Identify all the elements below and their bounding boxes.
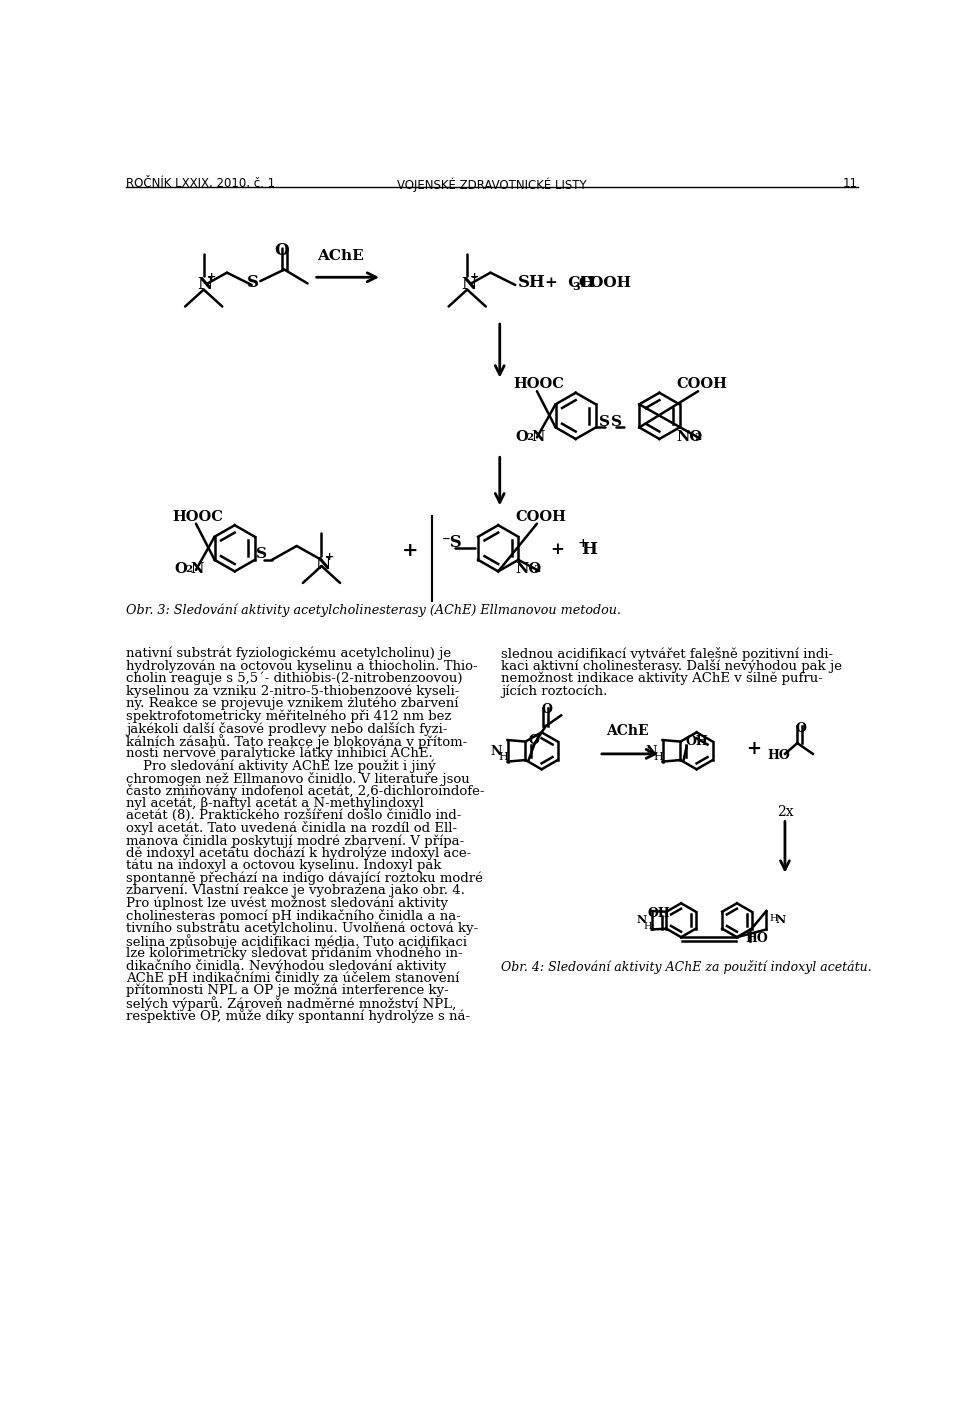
Text: respektive OP, může díky spontanní hydrolýze s ná-: respektive OP, může díky spontanní hydro… <box>126 1009 470 1023</box>
Text: nemožnost indikace aktivity AChE v silně pufru-: nemožnost indikace aktivity AChE v silně… <box>501 671 823 685</box>
Text: O: O <box>541 703 553 717</box>
Text: ROČNÍK LXXIX, 2010, č. 1: ROČNÍK LXXIX, 2010, č. 1 <box>126 177 276 190</box>
Text: lze kolorimetricky sledovat přidáním vhodného in-: lze kolorimetricky sledovat přidáním vho… <box>126 946 463 959</box>
Text: Pro úplnost lze uvést možnost sledování aktivity: Pro úplnost lze uvést možnost sledování … <box>126 896 448 909</box>
Text: H: H <box>770 913 778 923</box>
Text: N: N <box>776 913 786 925</box>
Text: N: N <box>315 556 330 573</box>
Text: manova činidla poskytují modré zbarvení. V přípa-: manova činidla poskytují modré zbarvení.… <box>126 834 465 848</box>
Text: ⁻S: ⁻S <box>442 533 463 550</box>
Text: H: H <box>498 752 508 762</box>
Text: nosti nervově paralytické látky inhibicí AChE.: nosti nervově paralytické látky inhibicí… <box>126 747 433 760</box>
Text: slednou acidifikací vytvářet falešně pozitivní indi-: slednou acidifikací vytvářet falešně poz… <box>501 647 833 661</box>
Text: přítomnosti NPL a OP je možná interference ky-: přítomnosti NPL a OP je možná interferen… <box>126 983 449 997</box>
Text: jakékoli další časové prodlevy nebo dalších fyzi-: jakékoli další časové prodlevy nebo dalš… <box>126 721 447 735</box>
Text: zbarvení. Vlastní reakce je vyobrazena jako obr. 4.: zbarvení. Vlastní reakce je vyobrazena j… <box>126 884 465 898</box>
Text: kálních zásahů. Tato reakce je blokována v přítom-: kálních zásahů. Tato reakce je blokována… <box>126 734 468 750</box>
Text: selých výparů. Zároveň nadměrné množství NPL,: selých výparů. Zároveň nadměrné množství… <box>126 996 456 1010</box>
Text: jících roztocích.: jících roztocích. <box>501 684 608 698</box>
Text: H: H <box>644 922 653 931</box>
Text: O: O <box>529 734 540 747</box>
Text: N: N <box>198 275 212 292</box>
Text: 11: 11 <box>843 177 858 190</box>
Text: AChE: AChE <box>607 724 649 738</box>
Text: často zmiňovány indofenol acetát, 2,6-dichloroindofe-: často zmiňovány indofenol acetát, 2,6-di… <box>126 784 485 798</box>
Text: N: N <box>491 745 502 758</box>
Text: kaci aktivní cholinesterasy. Další nevýhodou pak je: kaci aktivní cholinesterasy. Další nevýh… <box>501 660 842 674</box>
Text: COOH: COOH <box>516 510 566 524</box>
Text: +   H: + H <box>551 542 598 559</box>
Text: dikačního činidla. Nevýhodou sledování aktivity: dikačního činidla. Nevýhodou sledování a… <box>126 959 446 973</box>
Text: oxyl acetát. Tato uvedená činidla na rozdíl od Ell-: oxyl acetát. Tato uvedená činidla na roz… <box>126 821 457 835</box>
Text: nativní substrát fyziologickému acetylcholinu) je: nativní substrát fyziologickému acetylch… <box>126 647 451 660</box>
Text: N: N <box>190 561 204 576</box>
Text: +: + <box>206 271 216 282</box>
Text: N: N <box>636 913 646 925</box>
Text: HOOC: HOOC <box>514 378 564 392</box>
Text: Obr. 3: Sledování aktivity acetylcholinesterasy (AChE) Ellmanovou metodou.: Obr. 3: Sledování aktivity acetylcholine… <box>126 604 621 617</box>
Text: AChE pH indikačními činidly za účelem stanovení: AChE pH indikačními činidly za účelem st… <box>126 972 460 985</box>
Text: OH: OH <box>685 735 708 748</box>
Text: HO: HO <box>768 750 791 762</box>
Text: +  CH: + CH <box>544 276 594 291</box>
Text: 2: 2 <box>694 433 702 442</box>
Text: N: N <box>645 745 657 758</box>
Text: hydrolyzován na octovou kyselinu a thiocholin. Thio-: hydrolyzován na octovou kyselinu a thioc… <box>126 660 478 673</box>
Text: dě indoxyl acetátu dochází k hydrolýze indoxyl ace-: dě indoxyl acetátu dochází k hydrolýze i… <box>126 846 471 859</box>
Text: nyl acetát, β-naftyl acetát a N-methylindoxyl: nyl acetát, β-naftyl acetát a N-methylin… <box>126 797 424 809</box>
Text: ny. Reakce se projevuje vznikem żlutého zbarvení: ny. Reakce se projevuje vznikem żlutého … <box>126 697 459 710</box>
Text: +: + <box>747 740 761 758</box>
Text: +: + <box>401 543 419 560</box>
Text: +: + <box>324 551 334 563</box>
Text: HO: HO <box>746 932 768 945</box>
Text: N: N <box>461 275 476 292</box>
Text: spontanně přechází na indigo dávající roztoku modré: spontanně přechází na indigo dávající ro… <box>126 872 483 885</box>
Text: cholin reaguje s 5,5´- dithiobis-(2-nitrobenzoovou): cholin reaguje s 5,5´- dithiobis-(2-nitr… <box>126 671 463 685</box>
Text: OH: OH <box>648 908 670 921</box>
Text: AChE: AChE <box>318 249 364 264</box>
Text: acetát (8). Praktického rozšíření došlo činidlo ind-: acetát (8). Praktického rozšíření došlo … <box>126 809 462 822</box>
Text: N: N <box>532 430 545 443</box>
Text: COOH: COOH <box>578 276 631 291</box>
Text: S: S <box>599 415 610 429</box>
Text: Pro sledování aktivity AChE lze použit i jiný: Pro sledování aktivity AChE lze použit i… <box>126 760 436 772</box>
Text: S: S <box>247 274 258 291</box>
Text: spektrofotometricky měřitelného při 412 nm bez: spektrofotometricky měřitelného při 412 … <box>126 710 451 722</box>
Text: +: + <box>577 537 588 550</box>
Text: 2: 2 <box>533 566 540 574</box>
Text: tivního substrátu acetylcholinu. Uvolňená octová ky-: tivního substrátu acetylcholinu. Uvolňen… <box>126 922 478 935</box>
Text: Obr. 4: Sledování aktivity AChE za použití indoxyl acetátu.: Obr. 4: Sledování aktivity AChE za použi… <box>501 960 872 975</box>
Text: HOOC: HOOC <box>173 510 224 524</box>
Text: 2: 2 <box>185 566 192 574</box>
Text: NO: NO <box>516 561 541 576</box>
Text: chromogen než Ellmanovo činidlo. V literatuře jsou: chromogen než Ellmanovo činidlo. V liter… <box>126 771 470 785</box>
Text: cholinesteras pomocí pH indikačního činidla a na-: cholinesteras pomocí pH indikačního čini… <box>126 909 461 923</box>
Text: kyselinou za vzniku 2-nitro-5-thiobenzoové kyseli-: kyselinou za vzniku 2-nitro-5-thiobenzoo… <box>126 684 460 698</box>
Text: S: S <box>256 547 268 561</box>
Text: H: H <box>653 752 663 762</box>
Text: O: O <box>796 721 806 734</box>
Text: NO: NO <box>677 430 703 443</box>
Text: SH: SH <box>517 274 545 291</box>
Text: 2x: 2x <box>777 805 793 819</box>
Text: 2: 2 <box>526 433 534 442</box>
Text: VOJENSKÉ ZDRAVOTNICKÉ LISTY: VOJENSKÉ ZDRAVOTNICKÉ LISTY <box>397 177 587 191</box>
Text: tátu na indoxyl a octovou kyselinu. Indoxyl pak: tátu na indoxyl a octovou kyselinu. Indo… <box>126 859 442 872</box>
Text: S: S <box>612 415 622 429</box>
Text: selina způsobuje acidifikaci média. Tuto acidifikaci: selina způsobuje acidifikaci média. Tuto… <box>126 933 468 949</box>
Text: COOH: COOH <box>677 378 728 392</box>
Text: +: + <box>470 271 480 282</box>
Text: O: O <box>175 561 187 576</box>
Text: O: O <box>274 242 289 259</box>
Text: 3: 3 <box>572 281 580 292</box>
Text: O: O <box>516 430 528 443</box>
